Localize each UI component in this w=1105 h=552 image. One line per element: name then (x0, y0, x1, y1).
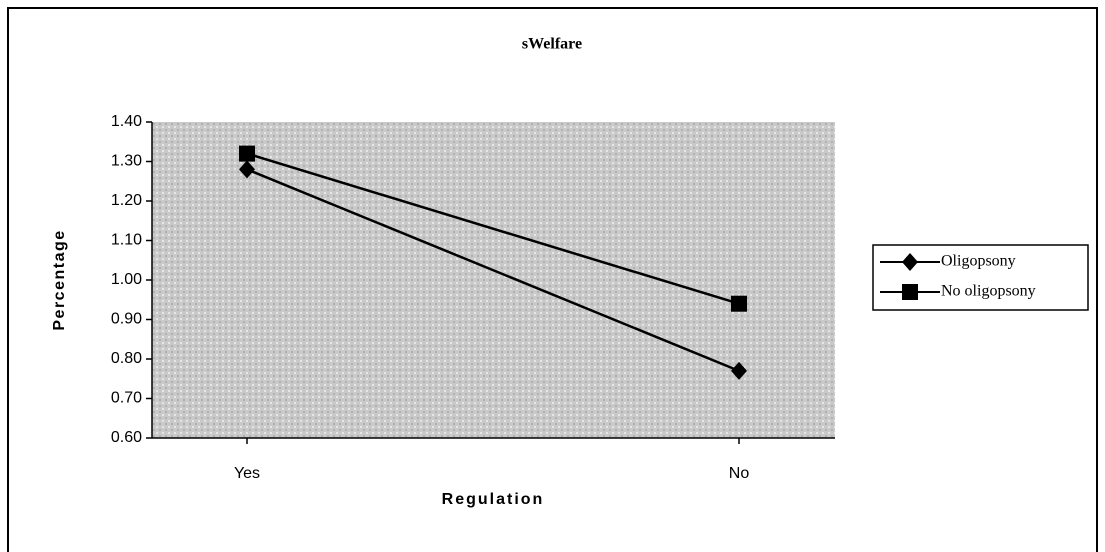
series-line (246, 168, 740, 373)
y-tick-label: 1.10 (111, 232, 142, 249)
y-tick-label: 0.70 (111, 390, 142, 407)
y-tick-label: 1.40 (111, 113, 142, 130)
y-tick-label: 0.60 (111, 429, 142, 446)
marker (902, 284, 918, 300)
y-tick-label: 1.30 (111, 153, 142, 170)
marker (731, 295, 747, 312)
legend-label: Oligopsony (941, 253, 1016, 270)
plot-area (152, 122, 835, 438)
y-tick-label: 1.20 (111, 192, 142, 209)
y-tick-label: 1.00 (111, 271, 142, 288)
legend-label: No oligopsony (941, 283, 1036, 300)
series-line (246, 152, 740, 305)
y-axis-label: Percentage (51, 229, 68, 330)
x-tick-label: Yes (234, 465, 260, 482)
y-tick-label: 0.90 (111, 311, 142, 328)
marker (239, 145, 255, 162)
x-axis-label: Regulation (442, 491, 545, 508)
marker (902, 253, 918, 271)
marker (731, 361, 747, 380)
chart-title: sWelfare (522, 36, 582, 53)
x-tick-label: No (729, 465, 750, 482)
marker (239, 160, 255, 179)
y-tick-label: 0.80 (111, 350, 142, 367)
